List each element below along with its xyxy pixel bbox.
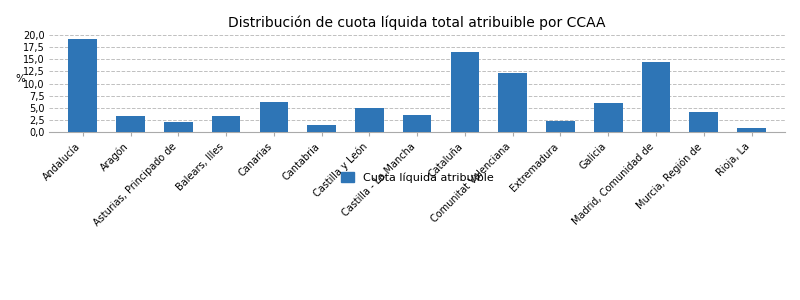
Bar: [164, 122, 193, 132]
Legend: Cuota líquida atribuible: Cuota líquida atribuible: [336, 168, 498, 187]
Bar: [498, 73, 527, 132]
Bar: [738, 128, 766, 132]
Bar: [307, 125, 336, 132]
Bar: [690, 112, 718, 132]
Bar: [450, 52, 479, 132]
Bar: [259, 102, 288, 132]
Bar: [69, 39, 97, 132]
Bar: [594, 103, 622, 132]
Bar: [355, 108, 384, 132]
Bar: [403, 115, 431, 132]
Bar: [116, 116, 145, 132]
Title: Distribución de cuota líquida total atribuible por CCAA: Distribución de cuota líquida total atri…: [229, 15, 606, 29]
Bar: [642, 61, 670, 132]
Bar: [212, 116, 241, 132]
Y-axis label: %: %: [15, 74, 25, 84]
Bar: [546, 121, 575, 132]
